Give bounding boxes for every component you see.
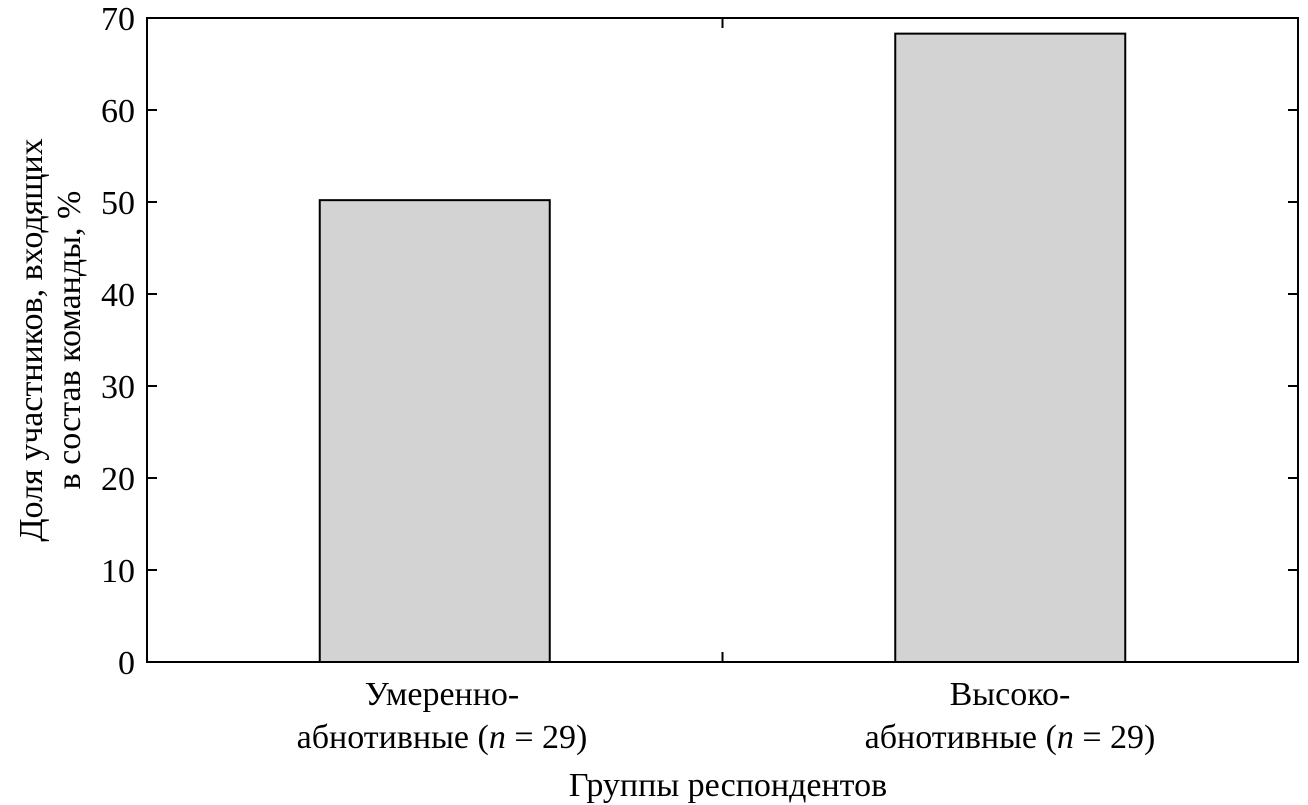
category-label-1-line2: абнотивные (n = 29) [297, 719, 588, 756]
y-axis-title-line2: в состав команды, % [51, 191, 88, 490]
category-label-1-line1: Умеренно- [365, 676, 520, 713]
y-axis-ticks: 0 10 20 30 40 50 60 70 [101, 1, 1298, 682]
y-tick-label: 30 [101, 369, 135, 406]
y-tick-label: 40 [101, 277, 135, 314]
y-axis-title-line1: Доля участников, входящих [13, 138, 50, 541]
y-tick-label: 0 [118, 645, 135, 682]
y-tick-label: 60 [101, 93, 135, 130]
y-tick-label: 10 [101, 553, 135, 590]
y-tick-label: 50 [101, 185, 135, 222]
category-label-2-line2: абнотивные (n = 29) [865, 719, 1156, 756]
bar-2 [894, 32, 1127, 663]
x-axis-title: Группы респондентов [569, 767, 887, 804]
y-tick-label: 20 [101, 461, 135, 498]
bar-1 [318, 199, 551, 663]
category-label-2-line1: Высоко- [950, 676, 1071, 713]
y-tick-label: 70 [101, 1, 135, 38]
bars-group [318, 32, 1127, 663]
